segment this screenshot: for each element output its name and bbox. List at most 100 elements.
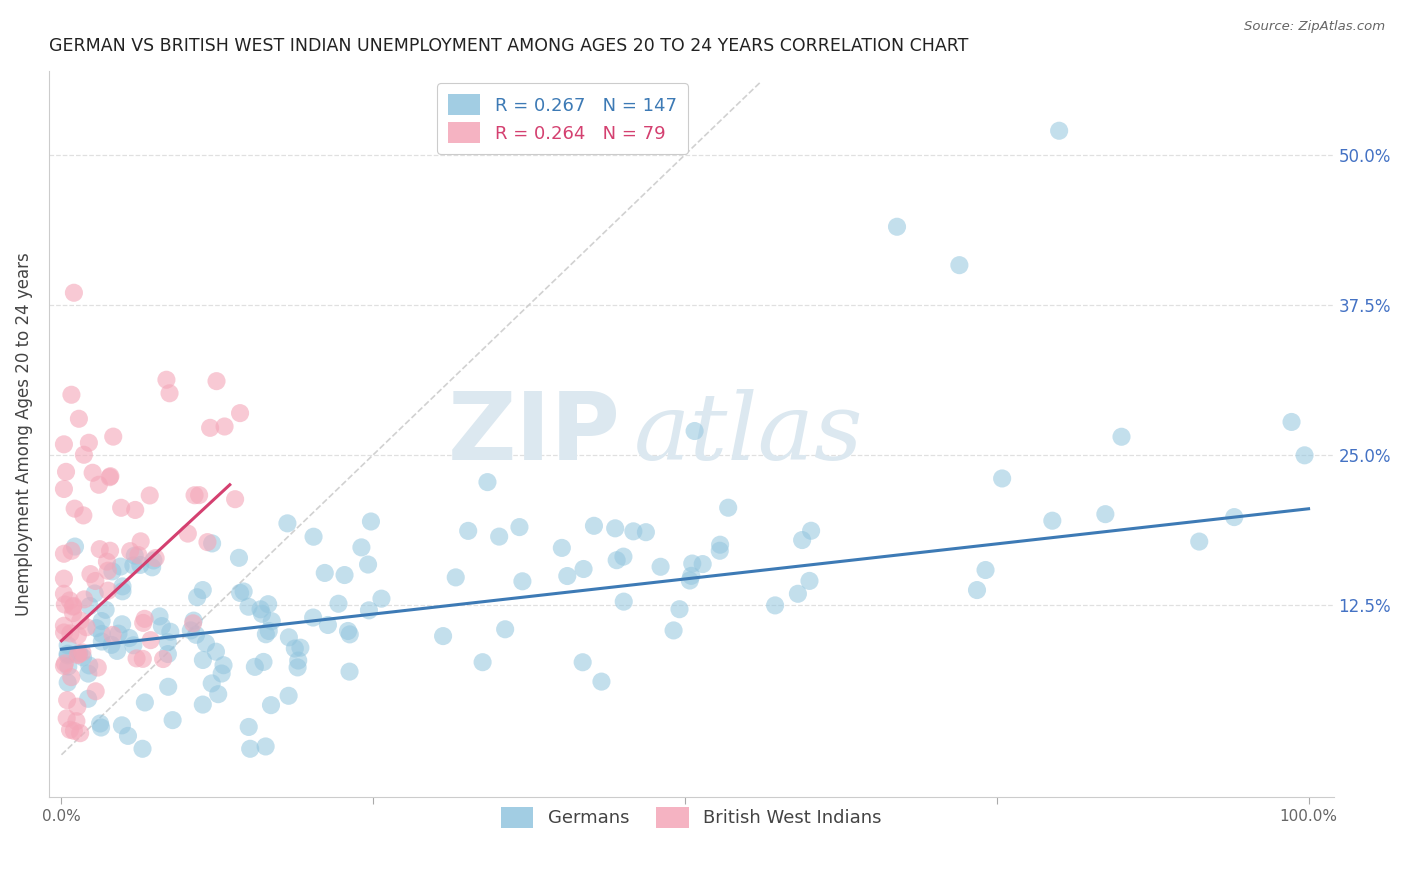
Point — [681, 557, 703, 571]
Point — [132, 652, 155, 666]
Point — [198, 421, 221, 435]
Point — [763, 599, 786, 613]
Point — [56, 693, 79, 707]
Point — [60, 670, 83, 684]
Point — [73, 592, 96, 607]
Point — [249, 602, 271, 616]
Point — [191, 653, 214, 667]
Point — [277, 630, 299, 644]
Point — [605, 521, 627, 535]
Point — [238, 720, 260, 734]
Text: GERMAN VS BRITISH WEST INDIAN UNEMPLOYMENT AMONG AGES 20 TO 24 YEARS CORRELATION: GERMAN VS BRITISH WEST INDIAN UNEMPLOYME… — [49, 37, 969, 55]
Point — [357, 558, 380, 572]
Point — [314, 566, 336, 580]
Point — [59, 626, 82, 640]
Point — [260, 614, 283, 628]
Point — [86, 621, 108, 635]
Point — [194, 636, 217, 650]
Point — [212, 658, 235, 673]
Point — [98, 543, 121, 558]
Point — [53, 598, 76, 612]
Point — [69, 614, 91, 628]
Point — [52, 437, 75, 451]
Point — [613, 594, 636, 608]
Point — [59, 593, 82, 607]
Point — [277, 689, 299, 703]
Point — [134, 612, 156, 626]
Point — [52, 572, 75, 586]
Point — [184, 628, 207, 642]
Point — [679, 574, 702, 588]
Point — [79, 599, 101, 613]
Point — [52, 547, 75, 561]
Point — [52, 659, 75, 673]
Point — [606, 553, 628, 567]
Point — [1281, 415, 1303, 429]
Point — [77, 691, 100, 706]
Point — [1040, 514, 1063, 528]
Point — [211, 666, 233, 681]
Point — [709, 538, 731, 552]
Point — [56, 647, 79, 661]
Point — [110, 500, 132, 515]
Point — [58, 659, 80, 673]
Point — [138, 488, 160, 502]
Point — [488, 530, 510, 544]
Point — [159, 624, 181, 639]
Point — [290, 640, 312, 655]
Point — [55, 465, 77, 479]
Point — [1047, 124, 1070, 138]
Point — [101, 565, 124, 579]
Point — [260, 698, 283, 713]
Point — [82, 466, 104, 480]
Point — [1223, 510, 1246, 524]
Point — [96, 555, 118, 569]
Point — [494, 622, 516, 636]
Point — [63, 501, 86, 516]
Point — [799, 574, 821, 588]
Point — [87, 477, 110, 491]
Point — [69, 726, 91, 740]
Point — [257, 597, 280, 611]
Point — [111, 718, 134, 732]
Point — [77, 435, 100, 450]
Point — [77, 658, 100, 673]
Point — [62, 606, 84, 620]
Point — [125, 651, 148, 665]
Point — [457, 524, 479, 538]
Point — [339, 665, 361, 679]
Point — [156, 647, 179, 661]
Point — [191, 698, 214, 712]
Point — [207, 687, 229, 701]
Point — [591, 674, 613, 689]
Point — [79, 567, 101, 582]
Point — [100, 638, 122, 652]
Point — [62, 599, 84, 614]
Point — [122, 638, 145, 652]
Point — [156, 635, 179, 649]
Point — [73, 448, 96, 462]
Point — [59, 723, 82, 737]
Point — [477, 475, 499, 489]
Point — [1094, 507, 1116, 521]
Point — [948, 258, 970, 272]
Point — [141, 560, 163, 574]
Point — [287, 660, 309, 674]
Point — [232, 584, 254, 599]
Point — [287, 654, 309, 668]
Point — [243, 660, 266, 674]
Point — [89, 716, 111, 731]
Point — [66, 648, 89, 662]
Point — [201, 676, 224, 690]
Point — [87, 660, 110, 674]
Point — [139, 633, 162, 648]
Point — [683, 424, 706, 438]
Point — [53, 625, 76, 640]
Point — [56, 648, 79, 663]
Point — [101, 628, 124, 642]
Point — [127, 548, 149, 562]
Point — [444, 570, 467, 584]
Point — [129, 558, 152, 572]
Point — [152, 652, 174, 666]
Point — [254, 739, 277, 754]
